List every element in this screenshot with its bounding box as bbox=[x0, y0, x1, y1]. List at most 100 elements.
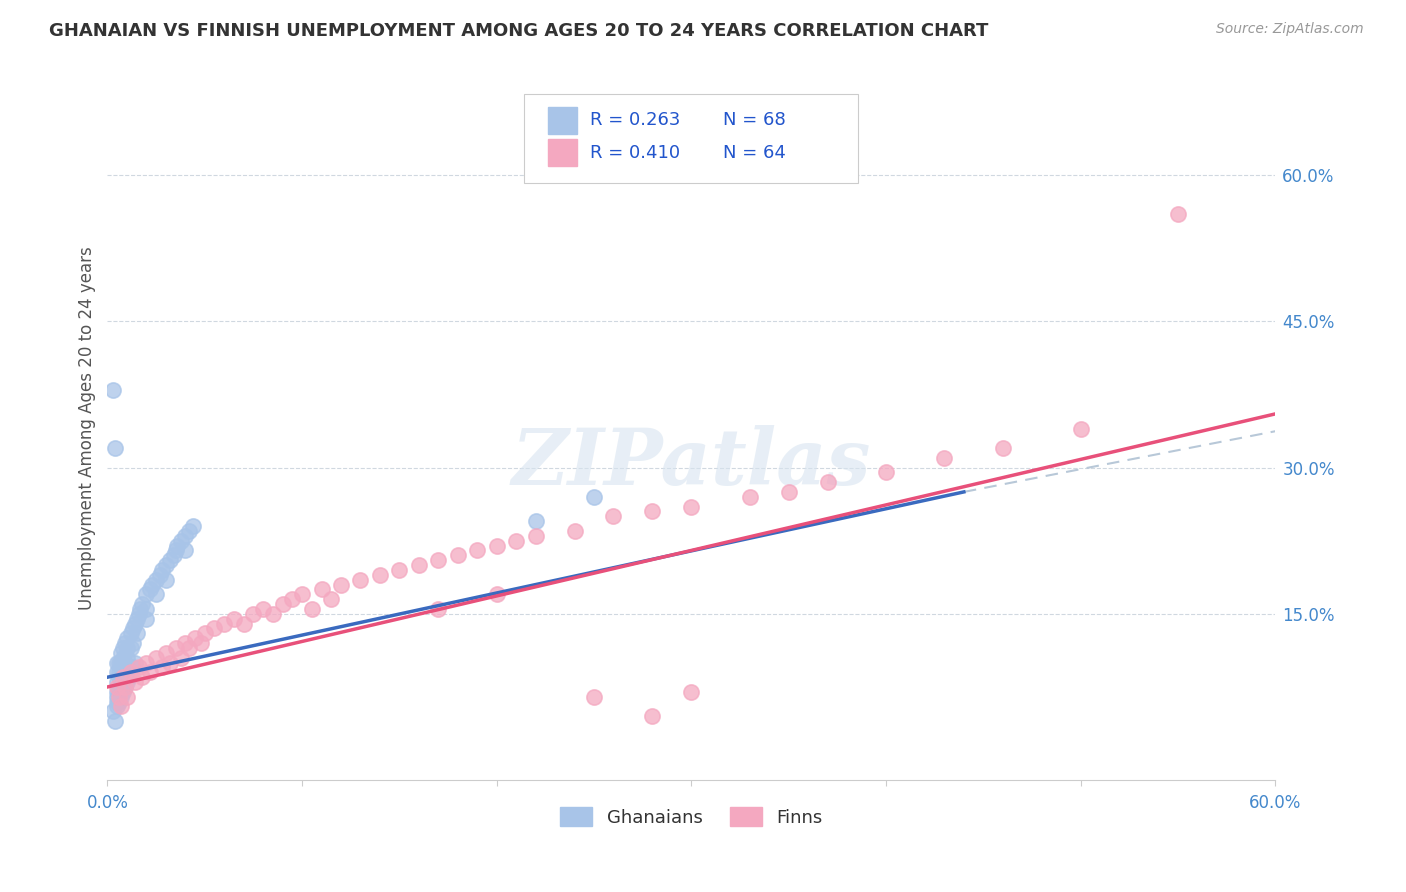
Y-axis label: Unemployment Among Ages 20 to 24 years: Unemployment Among Ages 20 to 24 years bbox=[79, 247, 96, 610]
Point bbox=[311, 582, 333, 597]
Point bbox=[321, 592, 343, 607]
Point bbox=[104, 441, 127, 455]
Point bbox=[170, 533, 193, 548]
Point bbox=[602, 509, 624, 524]
Point bbox=[170, 650, 193, 665]
Point bbox=[150, 563, 173, 577]
Point bbox=[114, 680, 136, 694]
Point bbox=[135, 656, 157, 670]
Point bbox=[641, 709, 664, 723]
Point bbox=[1167, 207, 1189, 221]
Point bbox=[427, 602, 450, 616]
Point bbox=[121, 622, 143, 636]
Point bbox=[738, 490, 761, 504]
Point bbox=[114, 680, 136, 694]
Point bbox=[110, 656, 132, 670]
Point bbox=[641, 504, 664, 518]
Point bbox=[447, 549, 470, 563]
Point bbox=[108, 690, 131, 704]
Text: Source: ZipAtlas.com: Source: ZipAtlas.com bbox=[1216, 22, 1364, 37]
Point bbox=[778, 484, 800, 499]
Point bbox=[105, 656, 128, 670]
Point bbox=[262, 607, 284, 621]
Point bbox=[190, 636, 212, 650]
Bar bbox=[548, 107, 576, 134]
Legend: Ghanaians, Finns: Ghanaians, Finns bbox=[553, 800, 830, 834]
Point bbox=[155, 646, 177, 660]
Point bbox=[118, 670, 141, 684]
Point bbox=[120, 640, 142, 655]
Point bbox=[139, 665, 162, 680]
Point bbox=[145, 587, 167, 601]
Point bbox=[368, 567, 391, 582]
Point bbox=[174, 543, 197, 558]
Point bbox=[124, 616, 146, 631]
Point bbox=[1070, 421, 1092, 435]
Point bbox=[111, 685, 134, 699]
Point bbox=[212, 616, 235, 631]
Point bbox=[242, 607, 264, 621]
Point bbox=[108, 685, 131, 699]
Point bbox=[115, 631, 138, 645]
Point bbox=[115, 640, 138, 655]
Text: ZIPatlas: ZIPatlas bbox=[512, 425, 872, 502]
Point bbox=[115, 675, 138, 690]
Point bbox=[252, 602, 274, 616]
Point bbox=[165, 543, 187, 558]
Point bbox=[115, 670, 138, 684]
Point bbox=[681, 685, 703, 699]
Point bbox=[222, 612, 245, 626]
Point bbox=[111, 670, 134, 684]
Point bbox=[103, 704, 125, 718]
Point bbox=[465, 543, 488, 558]
Point bbox=[934, 450, 956, 465]
Text: N = 68: N = 68 bbox=[723, 112, 786, 129]
Bar bbox=[548, 139, 576, 166]
Point bbox=[115, 690, 138, 704]
Text: N = 64: N = 64 bbox=[723, 144, 786, 161]
Point bbox=[124, 675, 146, 690]
Point bbox=[582, 690, 605, 704]
Point bbox=[174, 636, 197, 650]
Point bbox=[485, 539, 508, 553]
Point bbox=[179, 524, 201, 538]
Point bbox=[174, 529, 197, 543]
Point bbox=[349, 573, 371, 587]
Point bbox=[681, 500, 703, 514]
Point bbox=[524, 514, 547, 528]
Point bbox=[155, 573, 177, 587]
Point bbox=[111, 650, 134, 665]
Point bbox=[105, 685, 128, 699]
Point bbox=[128, 607, 150, 621]
Point bbox=[232, 616, 254, 631]
Point bbox=[131, 597, 153, 611]
Point bbox=[271, 597, 294, 611]
Point bbox=[105, 695, 128, 709]
Point bbox=[135, 602, 157, 616]
Point bbox=[204, 622, 226, 636]
Point bbox=[162, 549, 184, 563]
Point bbox=[120, 626, 142, 640]
Point bbox=[124, 656, 146, 670]
Point bbox=[281, 592, 304, 607]
Point bbox=[159, 553, 181, 567]
Point bbox=[103, 383, 125, 397]
Point bbox=[427, 553, 450, 567]
Point bbox=[111, 660, 134, 674]
Point bbox=[194, 626, 217, 640]
Point bbox=[121, 660, 143, 674]
Point bbox=[135, 587, 157, 601]
Point bbox=[159, 656, 181, 670]
Point bbox=[505, 533, 527, 548]
Point bbox=[991, 441, 1014, 455]
Point bbox=[145, 650, 167, 665]
Point bbox=[388, 563, 411, 577]
Point bbox=[108, 670, 131, 684]
Point bbox=[145, 573, 167, 587]
Point bbox=[179, 640, 201, 655]
Text: GHANAIAN VS FINNISH UNEMPLOYMENT AMONG AGES 20 TO 24 YEARS CORRELATION CHART: GHANAIAN VS FINNISH UNEMPLOYMENT AMONG A… bbox=[49, 22, 988, 40]
FancyBboxPatch shape bbox=[524, 95, 858, 183]
Point bbox=[181, 519, 204, 533]
Point bbox=[129, 602, 152, 616]
Point bbox=[110, 690, 132, 704]
